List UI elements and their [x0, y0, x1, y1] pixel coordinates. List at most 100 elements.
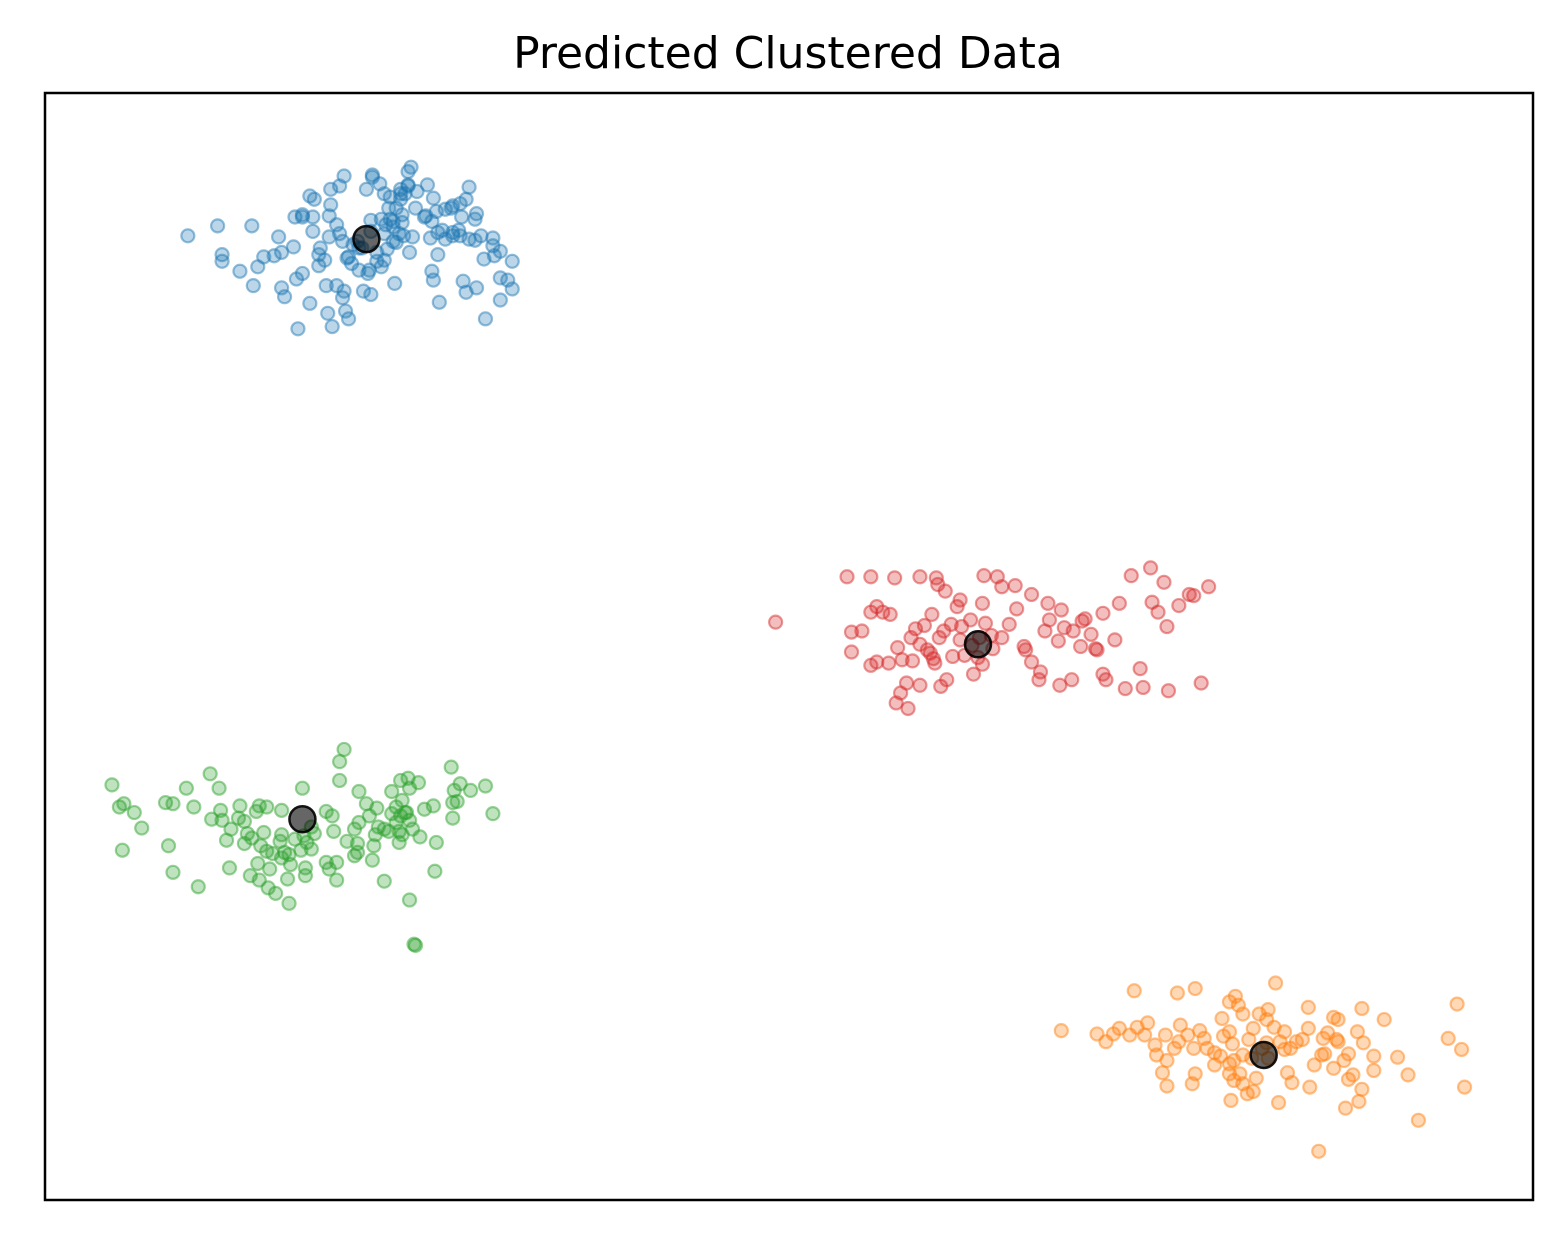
cluster-1-point-77: [1224, 1036, 1241, 1052]
cluster-2-point-56: [346, 821, 363, 837]
cluster-1-point-30: [1226, 1052, 1242, 1069]
cluster-3-point-74: [937, 583, 953, 599]
cluster-0-point-114: [302, 295, 318, 311]
cluster-1-point-50: [1306, 1057, 1322, 1073]
cluster-0-point-88: [467, 232, 483, 248]
cluster-0-point-38: [379, 241, 395, 257]
cluster-3-point-16: [904, 653, 921, 669]
cluster-0-point-90: [485, 238, 501, 254]
cluster-0-point-71: [437, 231, 453, 247]
cluster-0-point-67: [437, 201, 453, 217]
cluster-0-point-102: [360, 265, 376, 282]
cluster-1-point-102: [1315, 1030, 1331, 1046]
cluster-0-point-61: [425, 190, 441, 206]
cluster-2-point-61: [366, 838, 382, 854]
cluster-1-point-10: [1148, 1047, 1165, 1063]
cluster-0-point-105: [335, 290, 351, 306]
cluster-1-point-48: [1294, 1031, 1310, 1048]
cluster-1-point-93: [1187, 980, 1203, 997]
cluster-1-point-26: [1212, 1048, 1229, 1064]
cluster-0-point-103: [361, 262, 377, 278]
cluster-1-point-99: [1330, 1034, 1346, 1050]
cluster-2-point-109: [397, 804, 413, 821]
cluster-0-point-3: [271, 229, 287, 245]
cluster-2-point-103: [329, 854, 345, 870]
cluster-0-point-54: [407, 200, 424, 216]
cluster-1-point-91: [1214, 1010, 1230, 1027]
cluster-3-point-42: [1065, 623, 1081, 639]
cluster-2-point-88: [445, 794, 461, 811]
cluster-2-point-29: [262, 861, 278, 877]
cluster-0-point-115: [311, 258, 327, 274]
cluster-2-point-17: [223, 821, 239, 837]
cluster-0-point-134: [321, 208, 337, 224]
cluster-0-point-104: [363, 286, 379, 303]
cluster-2-point-52: [326, 823, 342, 839]
cluster-2-point-32: [273, 827, 290, 843]
cluster-2-point-63: [364, 852, 380, 868]
cluster-2-point-112: [445, 810, 461, 826]
cluster-3-point-101: [924, 606, 940, 623]
cluster-2-point-95: [477, 778, 494, 794]
cluster-0-point-79: [430, 247, 446, 263]
cluster-3-point-93: [1023, 586, 1040, 603]
cluster-0-point-6: [232, 263, 248, 279]
cluster-3-point-102: [952, 592, 968, 608]
cluster-2-point-42: [303, 841, 319, 857]
cluster-2-point-68: [384, 806, 400, 822]
cluster-3-point-23: [936, 623, 952, 639]
cluster-3-point-60: [1132, 661, 1148, 677]
cluster-2-point-60: [358, 796, 375, 812]
cluster-1-point-47: [1288, 1034, 1305, 1050]
cluster-2-point-39: [294, 780, 311, 796]
cluster-3-point-68: [1142, 560, 1159, 576]
cluster-2-point-24: [251, 798, 267, 814]
cluster-1-point-100: [1317, 1046, 1333, 1062]
cluster-1-point-32: [1235, 1076, 1251, 1092]
cluster-2-point-89: [446, 782, 462, 799]
cluster-0-point-98: [500, 272, 516, 288]
cluster-2-point-113: [346, 848, 363, 864]
cluster-2-point-7: [165, 796, 181, 812]
cluster-0-point-7: [250, 259, 266, 275]
cluster-3-point-11: [881, 655, 897, 671]
cluster-2-point-115: [242, 868, 258, 884]
cluster-1-point-82: [1245, 1083, 1261, 1100]
cluster-1-point-31: [1232, 1066, 1248, 1082]
cluster-2-point-14: [211, 780, 227, 796]
cluster-1-point-29: [1221, 1066, 1238, 1082]
chart-title: Predicted Clustered Data: [513, 28, 1063, 79]
cluster-0-point-133: [363, 212, 379, 228]
cluster-1-point-75: [1226, 1072, 1242, 1089]
cluster-1-point-89: [1221, 994, 1238, 1010]
cluster-1-point-94: [1126, 983, 1142, 999]
cluster-1-point-11: [1154, 1065, 1171, 1081]
cluster-1-point-16: [1172, 1017, 1188, 1033]
cluster-0-point-140: [396, 228, 412, 244]
cluster-1-point-88: [1267, 975, 1284, 991]
cluster-2-point-107: [394, 827, 410, 843]
cluster-3-point-81: [925, 651, 941, 667]
cluster-0-point-99: [445, 228, 461, 244]
cluster-3-point-86: [898, 675, 915, 691]
cluster-3-point-10: [863, 657, 879, 673]
cluster-0-point-59: [409, 183, 425, 200]
cluster-1-point-52: [1320, 1025, 1336, 1041]
cluster-1-point-44: [1282, 1040, 1299, 1056]
cluster-3-point-50: [1150, 604, 1166, 620]
cluster-2-point-65: [369, 800, 385, 816]
cluster-3-point-58: [1160, 683, 1177, 699]
cluster-1-point-17: [1180, 1027, 1196, 1043]
cluster-0-point-126: [385, 213, 401, 230]
cluster-0-point-116: [317, 252, 333, 268]
cluster-2-point-102: [297, 868, 313, 884]
cluster-0-point-107: [355, 283, 372, 299]
cluster-0-point-4: [214, 247, 230, 263]
cluster-0-point-82: [467, 211, 483, 227]
cluster-2-point-55: [336, 741, 352, 758]
cluster-1-point-73: [1354, 1081, 1370, 1097]
cluster-2-point-3: [126, 804, 142, 821]
cluster-2-point-25: [259, 799, 275, 815]
cluster-1-point-92: [1169, 985, 1185, 1001]
cluster-3-point-96: [1074, 613, 1090, 629]
